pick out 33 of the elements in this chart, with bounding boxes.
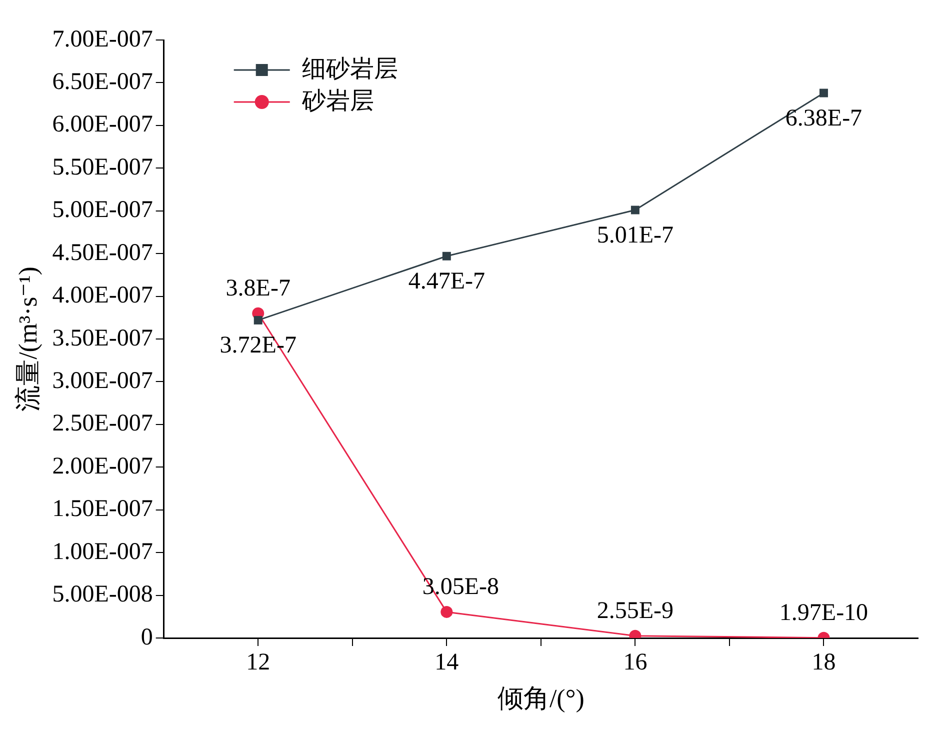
- y-tick-label: 7.00E-007: [52, 26, 153, 52]
- y-tick-label: 1.50E-007: [52, 496, 153, 522]
- y-tick-label: 3.50E-007: [52, 325, 153, 352]
- data-label: 2.55E-9: [596, 598, 674, 624]
- y-axis-title: 流量/(m³·s⁻¹): [13, 266, 42, 412]
- y-tick-label: 5.00E-007: [52, 197, 153, 224]
- y-tick-label: 4.00E-007: [52, 282, 153, 309]
- x-tick-label: 12: [246, 650, 270, 676]
- x-tick-label: 16: [623, 650, 648, 676]
- y-tick-label: 2.50E-007: [52, 410, 153, 437]
- point: [630, 206, 640, 214]
- y-tick-label: 4.50E-007: [52, 240, 153, 266]
- y-tick-label: 6.50E-007: [52, 69, 153, 96]
- y-tick-label: 5.50E-007: [52, 154, 153, 180]
- y-tick-label: 3.00E-007: [52, 368, 153, 394]
- x-tick-label: 18: [812, 650, 836, 676]
- y-tick-label: 6.00E-007: [52, 112, 153, 138]
- data-label: 4.47E-7: [408, 268, 485, 294]
- data-label: 3.8E-7: [226, 276, 290, 302]
- y-tick-label: 2.00E-007: [52, 453, 153, 480]
- legend-label: 砂岩层: [300, 88, 374, 114]
- data-label: 6.38E-7: [785, 105, 862, 132]
- data-label: 1.97E-10: [779, 600, 868, 626]
- point: [819, 88, 828, 98]
- legend-label: 细砂岩层: [302, 56, 398, 82]
- y-tick-label: 5.00E-008: [52, 582, 153, 608]
- point: [254, 316, 262, 324]
- data-label: 5.01E-7: [596, 222, 674, 248]
- y-tick-label: 0: [140, 624, 153, 650]
- y-tick-label: 1.00E-007: [52, 538, 153, 565]
- point: [442, 252, 451, 260]
- x-tick-label: 14: [434, 650, 459, 676]
- x-axis-title: 倾角/(°): [497, 684, 584, 714]
